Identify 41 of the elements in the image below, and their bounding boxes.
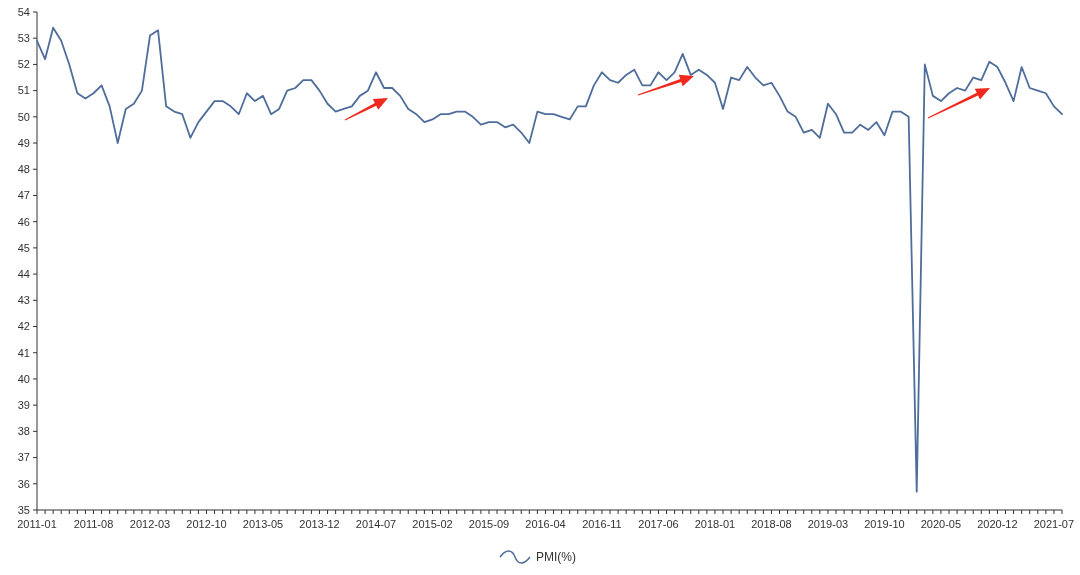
line-series xyxy=(36,26,1063,493)
x-tick-label: 2019-03 xyxy=(807,518,849,530)
y-tick-label: 35 xyxy=(17,503,30,516)
y-tick-label: 38 xyxy=(17,425,30,438)
x-tick-label: 2021-07 xyxy=(1033,518,1075,530)
x-tick-label: 2011-08 xyxy=(73,518,114,530)
y-tick-label: 44 xyxy=(17,267,30,280)
y-tick-label: 40 xyxy=(17,372,30,385)
x-tick-label: 2012-03 xyxy=(129,518,171,530)
x-tick-label: 2018-08 xyxy=(751,518,792,530)
y-tick-label: 50 xyxy=(17,110,30,123)
x-tick-label: 2019-10 xyxy=(864,518,905,530)
y-tick-label: 47 xyxy=(17,189,30,202)
y-tick-label: 36 xyxy=(17,477,30,490)
y-tick-label: 54 xyxy=(17,5,30,18)
y-tick-label: 39 xyxy=(17,399,30,412)
x-tick-label: 2017-06 xyxy=(638,518,679,530)
x-tick-label: 2016-11 xyxy=(582,518,622,530)
x-tick-label: 2014-07 xyxy=(355,518,397,530)
y-tick-label: 51 xyxy=(17,84,30,97)
x-tick-label: 2013-05 xyxy=(242,518,284,530)
x-tick-label: 2013-12 xyxy=(299,518,340,530)
x-tick-label: 2012-10 xyxy=(186,518,227,530)
y-tick-label: 45 xyxy=(17,241,30,254)
x-tick-label: 2011-01 xyxy=(17,518,57,530)
y-tick-label: 41 xyxy=(17,346,30,359)
x-tick-label: 2015-02 xyxy=(412,518,453,530)
y-tick-label: 52 xyxy=(17,58,30,71)
x-tick-label: 2015-09 xyxy=(468,518,510,530)
y-tick-label: 43 xyxy=(17,294,30,307)
x-tick-label: 2018-01 xyxy=(694,518,736,530)
y-tick-label: 53 xyxy=(17,32,30,45)
y-tick-label: 48 xyxy=(17,163,30,176)
y-tick-label: 42 xyxy=(17,320,30,333)
x-tick-label: 2020-05 xyxy=(920,518,962,530)
x-tick-label: 2016-04 xyxy=(525,518,566,530)
legend-label: PMI(%) xyxy=(536,550,576,565)
y-tick-label: 49 xyxy=(17,136,30,149)
y-tick-label: 46 xyxy=(17,215,30,228)
x-tick-label: 2020-12 xyxy=(977,518,1018,530)
y-tick-label: 37 xyxy=(17,451,30,464)
